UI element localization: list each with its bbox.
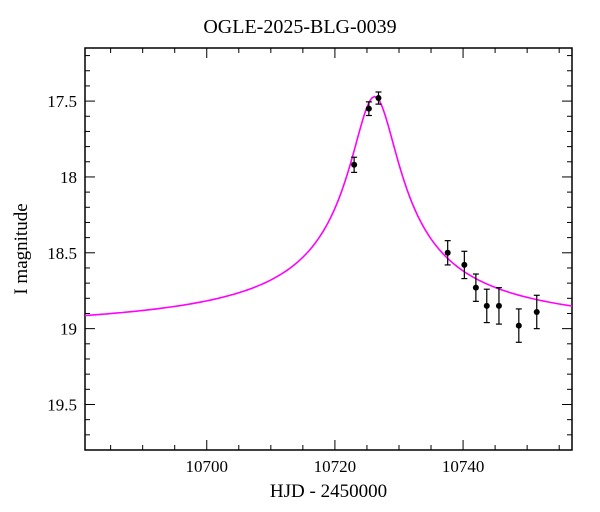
svg-text:10700: 10700 xyxy=(186,457,229,476)
light-curve-chart: 10700 10720 10740 17.5 18 18.5 19 19.5 HJD - 245… xyxy=(0,0,600,512)
svg-text:10740: 10740 xyxy=(442,457,485,476)
chart-title: OGLE-2025-BLG-0039 xyxy=(0,16,600,39)
chart-svg: 10700 10720 10740 17.5 18 18.5 19 19.5 HJD - 245… xyxy=(0,0,600,512)
svg-text:HJD - 2450000: HJD - 2450000 xyxy=(270,481,387,502)
svg-text:I magnitude: I magnitude xyxy=(11,203,32,294)
svg-text:19: 19 xyxy=(60,320,77,339)
svg-text:18.5: 18.5 xyxy=(47,244,77,263)
svg-text:19.5: 19.5 xyxy=(47,395,77,414)
svg-text:10720: 10720 xyxy=(314,457,357,476)
svg-text:18: 18 xyxy=(60,168,77,187)
svg-text:17.5: 17.5 xyxy=(47,92,77,111)
